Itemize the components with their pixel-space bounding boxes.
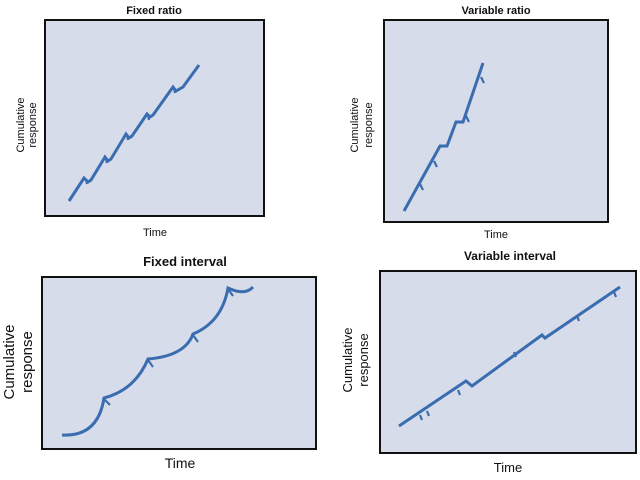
cumulative-response-curve bbox=[402, 62, 485, 212]
x-axis-label: Time bbox=[484, 229, 508, 241]
reinforcement-marks bbox=[418, 291, 618, 421]
y-axis-label-line1: Cumulative bbox=[15, 97, 27, 152]
y-axis-label-line2: response bbox=[27, 102, 39, 147]
panel-fixed-interval: Fixed interval Time Cumulative response bbox=[1, 254, 317, 471]
y-axis-label-line2: response bbox=[19, 331, 36, 393]
panel-title: Variable interval bbox=[464, 249, 556, 263]
panel-variable-ratio: Variable ratio Time Cumulative response bbox=[349, 5, 609, 241]
plot-area bbox=[41, 276, 317, 450]
reinforcement-marks bbox=[419, 76, 485, 191]
y-axis-label-line2: response bbox=[356, 333, 371, 386]
reinforcement-marks bbox=[103, 288, 234, 406]
panel-title: Fixed interval bbox=[143, 254, 227, 269]
x-axis-label: Time bbox=[165, 455, 196, 471]
x-axis-label: Time bbox=[494, 460, 522, 475]
panel-title: Variable ratio bbox=[461, 5, 530, 17]
reinforcement-marks bbox=[84, 87, 177, 185]
panel-variable-interval: Variable interval Time Cumulative respon… bbox=[340, 249, 637, 475]
x-axis-label: Time bbox=[143, 227, 167, 239]
y-axis-label-line1: Cumulative bbox=[349, 97, 361, 152]
panel-fixed-ratio: Fixed ratio Time Cumulative response bbox=[15, 5, 265, 239]
panel-title: Fixed ratio bbox=[126, 5, 182, 17]
plot-area bbox=[383, 19, 609, 223]
cumulative-response-curve bbox=[398, 285, 621, 428]
y-axis-label-line1: Cumulative bbox=[340, 327, 355, 392]
plot-area bbox=[379, 270, 637, 454]
cumulative-response-curve bbox=[61, 285, 255, 437]
y-axis-label-line2: response bbox=[363, 102, 375, 147]
y-axis-label-line1: Cumulative bbox=[1, 324, 18, 399]
